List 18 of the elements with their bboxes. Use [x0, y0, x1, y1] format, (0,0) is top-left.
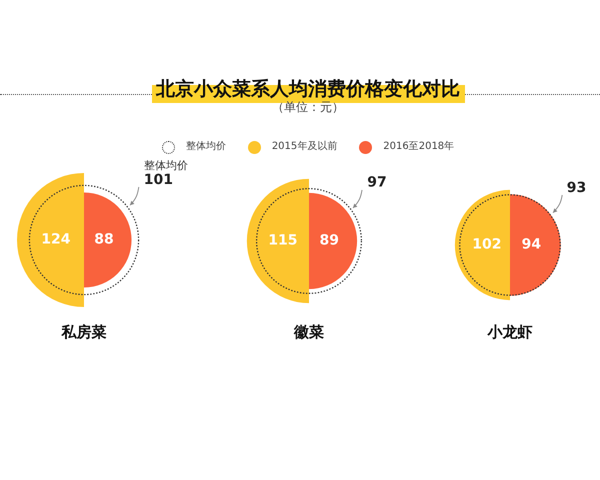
data-label: 93: [566, 180, 586, 196]
data-label: 124: [41, 232, 71, 248]
data-label: 89: [319, 232, 339, 249]
text: 北京小众菜系人均消费价格变化对比: [156, 78, 460, 100]
data-label: 102: [472, 236, 502, 253]
data-label: 97: [367, 174, 387, 190]
data-label: 94: [522, 236, 542, 253]
data-label: 88: [94, 232, 114, 248]
legend-label: 2015年及以前: [272, 140, 338, 154]
category-label: 私房菜: [60, 322, 106, 341]
text: 整体均价: [144, 159, 188, 172]
legend-label: 整体均价: [186, 140, 226, 154]
legend-label: 2016至2018年: [383, 140, 454, 154]
category-label: 小龙虾: [486, 322, 532, 341]
text: （单位：元）: [271, 99, 345, 115]
data-label: 115: [268, 232, 298, 249]
category-label: 徽菜: [293, 322, 324, 341]
data-label: 101: [144, 172, 174, 188]
